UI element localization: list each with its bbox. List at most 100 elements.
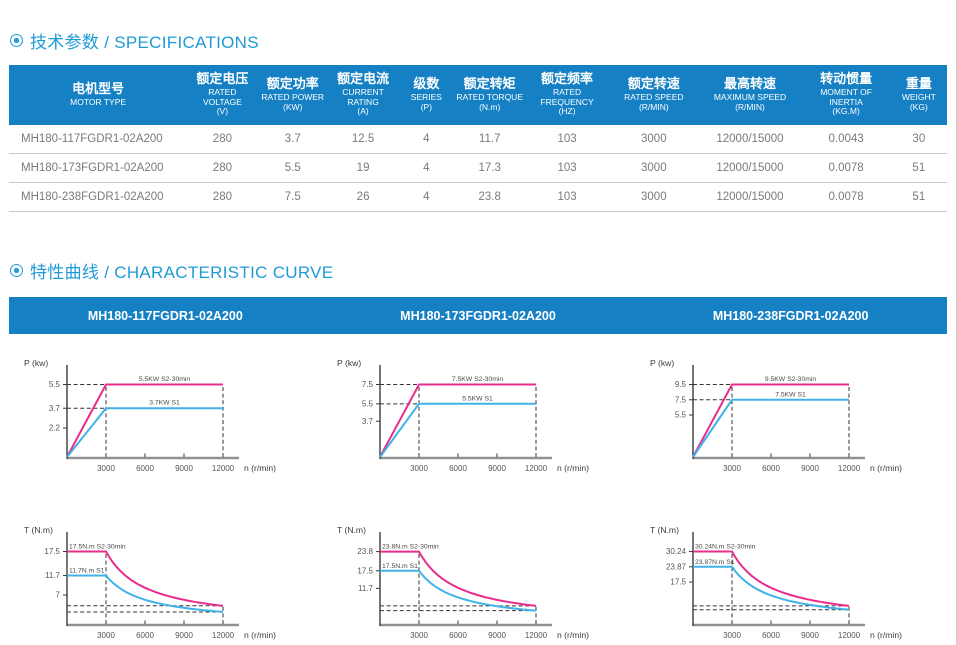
- svg-text:17.5N.m S1: 17.5N.m S1: [382, 563, 418, 570]
- svg-text:n (r/min): n (r/min): [870, 463, 902, 473]
- svg-text:3.7KW S1: 3.7KW S1: [150, 400, 181, 407]
- svg-text:7.5KW S1: 7.5KW S1: [775, 391, 806, 398]
- svg-text:n (r/min): n (r/min): [557, 630, 589, 640]
- svg-text:9.5KW S2-30min: 9.5KW S2-30min: [764, 376, 816, 383]
- svg-text:23.87N.m S1: 23.87N.m S1: [695, 559, 735, 566]
- characteristic-charts-grid: 3000 6000 9000 12000 2.2 3.7 5.5 P (kw) n (r/min…: [9, 354, 947, 645]
- svg-text:23.87: 23.87: [666, 563, 687, 572]
- torque-curve-chart-mh180-117fgdr1-02a200: 3000 6000 9000 12000 7 11.7 17.5 T (N.m) n (r/mi…: [15, 521, 315, 645]
- spec-value-cell: 12000/15000: [698, 125, 802, 155]
- svg-text:2.2: 2.2: [49, 424, 61, 433]
- characteristic-curve-section-title: 特性曲线 / CHARACTERISTIC CURVE: [10, 258, 956, 283]
- svg-text:6000: 6000: [449, 631, 467, 640]
- svg-text:5.5: 5.5: [49, 380, 61, 389]
- spec-value-cell: 19: [327, 153, 399, 184]
- motor-type-cell: MH180-173FGDR1-02A200: [9, 153, 188, 184]
- svg-text:n (r/min): n (r/min): [557, 463, 589, 473]
- spec-col-header-5: 级数 SERIES (P): [398, 65, 455, 126]
- spec-value-cell: 0.0043: [801, 125, 891, 155]
- spec-value-cell: 4: [398, 182, 455, 213]
- spec-value-cell: 51: [890, 182, 947, 213]
- spec-col-header-4: 额定电流 CURRENT RATING (A): [327, 65, 399, 126]
- svg-text:7.5KW S2-30min: 7.5KW S2-30min: [452, 376, 504, 383]
- power-curve-chart-mh180-173fgdr1-02a200: 3000 6000 9000 12000 3.7 5.5 7.5 P (kw) n (r/min…: [328, 354, 628, 495]
- spec-value-cell: 280: [187, 153, 258, 184]
- spec-value-cell: 3000: [609, 125, 699, 155]
- circle-dot-icon: [10, 264, 23, 278]
- power-curve-plot: 3000 6000 9000 12000 5.5 7.5 9.5 P (kw) n (r/min…: [650, 358, 902, 473]
- svg-text:T (N.m): T (N.m): [24, 525, 53, 535]
- spec-value-cell: 0.0078: [801, 182, 891, 213]
- spec-col-header-9: 最高转速 MAXIMUM SPEED (R/MIN): [698, 65, 802, 126]
- torque-curve-plot: 3000 6000 9000 12000 11.7 17.5 23.8 T (N.m) n (r…: [337, 525, 589, 640]
- torque-curve-chart-mh180-238fgdr1-02a200: 3000 6000 9000 12000 17.5 23.87 30.24 T (N.m) n …: [641, 521, 941, 645]
- svg-text:30.24: 30.24: [666, 547, 687, 556]
- specifications-table-header: 电机型号 MOTOR TYPE 额定电压 RATED VOLTAGE (V) 额定功率 RA…: [9, 65, 947, 126]
- svg-text:6000: 6000: [762, 631, 780, 640]
- spec-value-cell: 3000: [609, 182, 699, 213]
- svg-text:23.8: 23.8: [357, 547, 373, 556]
- spec-value-cell: 103: [524, 125, 610, 155]
- svg-text:9000: 9000: [801, 631, 819, 640]
- spec-value-cell: 12000/15000: [698, 182, 802, 213]
- svg-text:3.7: 3.7: [362, 417, 374, 426]
- svg-text:7: 7: [56, 591, 61, 600]
- svg-text:T (N.m): T (N.m): [650, 525, 679, 535]
- svg-text:9000: 9000: [175, 464, 193, 473]
- svg-text:3000: 3000: [410, 464, 428, 473]
- spec-col-header-8: 额定转速 RATED SPEED (R/MIN): [609, 65, 699, 126]
- characteristic-curve-title-text: 特性曲线 / CHARACTERISTIC CURVE: [30, 263, 334, 283]
- svg-text:9000: 9000: [488, 464, 506, 473]
- specifications-table: 电机型号 MOTOR TYPE 额定电压 RATED VOLTAGE (V) 额定功率 RA…: [9, 65, 947, 213]
- svg-text:12000: 12000: [212, 631, 235, 640]
- svg-text:6000: 6000: [449, 464, 467, 473]
- svg-text:11.7: 11.7: [45, 571, 61, 580]
- spec-value-cell: 30: [890, 125, 947, 155]
- power-curve-chart-mh180-238fgdr1-02a200: 3000 6000 9000 12000 5.5 7.5 9.5 P (kw) n (r/min…: [641, 354, 941, 495]
- svg-text:11.7: 11.7: [358, 584, 374, 593]
- spec-value-cell: 0.0078: [801, 153, 891, 184]
- spec-value-cell: 51: [890, 153, 947, 184]
- motor-type-cell: MH180-117FGDR1-02A200: [9, 125, 188, 155]
- svg-text:17.5: 17.5: [357, 567, 373, 576]
- svg-text:3000: 3000: [723, 464, 741, 473]
- svg-text:6000: 6000: [136, 464, 154, 473]
- spec-value-cell: 23.8: [454, 182, 525, 213]
- svg-text:P (kw): P (kw): [337, 358, 361, 368]
- spec-value-cell: 103: [524, 182, 610, 213]
- svg-text:P (kw): P (kw): [24, 358, 48, 368]
- svg-text:T (N.m): T (N.m): [337, 525, 366, 535]
- spec-col-header-6: 额定转矩 RATED TORQUE (N.m): [454, 65, 525, 126]
- spec-value-cell: 3.7: [257, 125, 328, 155]
- curve-model-header-1: MH180-117FGDR1-02A200: [87, 308, 243, 323]
- svg-text:3000: 3000: [97, 464, 115, 473]
- curve-model-header-3: MH180-238FGDR1-02A200: [712, 308, 869, 323]
- table-row-3: MH180-238FGDR1-02A200 280 7.5 26 4 23.8 103 300…: [9, 182, 947, 213]
- torque-curve-plot: 3000 6000 9000 12000 17.5 23.87 30.24 T (N.m) n …: [650, 525, 902, 640]
- svg-text:17.5: 17.5: [670, 578, 686, 587]
- svg-text:n (r/min): n (r/min): [244, 463, 276, 473]
- spec-col-header-3: 额定功率 RATED POWER (KW): [257, 65, 328, 126]
- svg-text:12000: 12000: [838, 631, 861, 640]
- spec-col-header-2: 额定电压 RATED VOLTAGE (V): [187, 65, 258, 126]
- svg-text:9.5: 9.5: [675, 380, 687, 389]
- svg-text:17.5: 17.5: [45, 547, 61, 556]
- svg-text:n (r/min): n (r/min): [244, 630, 276, 640]
- svg-text:12000: 12000: [212, 464, 235, 473]
- svg-text:6000: 6000: [762, 464, 780, 473]
- spec-value-cell: 4: [398, 153, 455, 184]
- svg-text:5.5KW S1: 5.5KW S1: [462, 396, 493, 403]
- curve-model-banner: MH180-117FGDR1-02A200 MH180-173FGDR1-02A…: [9, 297, 947, 335]
- svg-text:6000: 6000: [136, 631, 154, 640]
- svg-text:3000: 3000: [410, 631, 428, 640]
- spec-value-cell: 103: [524, 153, 610, 184]
- spec-value-cell: 280: [187, 182, 258, 213]
- spec-col-header-10: 转动惯量 MOMENT OF INERTIA (KG.M): [801, 65, 891, 126]
- svg-text:11.7N.m S1: 11.7N.m S1: [69, 568, 105, 575]
- svg-text:23.8N.m S2-30min: 23.8N.m S2-30min: [382, 544, 439, 551]
- svg-text:3.7: 3.7: [49, 404, 61, 413]
- svg-text:5.5: 5.5: [675, 411, 687, 420]
- power-curve-plot: 3000 6000 9000 12000 2.2 3.7 5.5 P (kw) n (r/min…: [24, 358, 276, 473]
- spec-col-header-1: 电机型号 MOTOR TYPE: [9, 65, 188, 126]
